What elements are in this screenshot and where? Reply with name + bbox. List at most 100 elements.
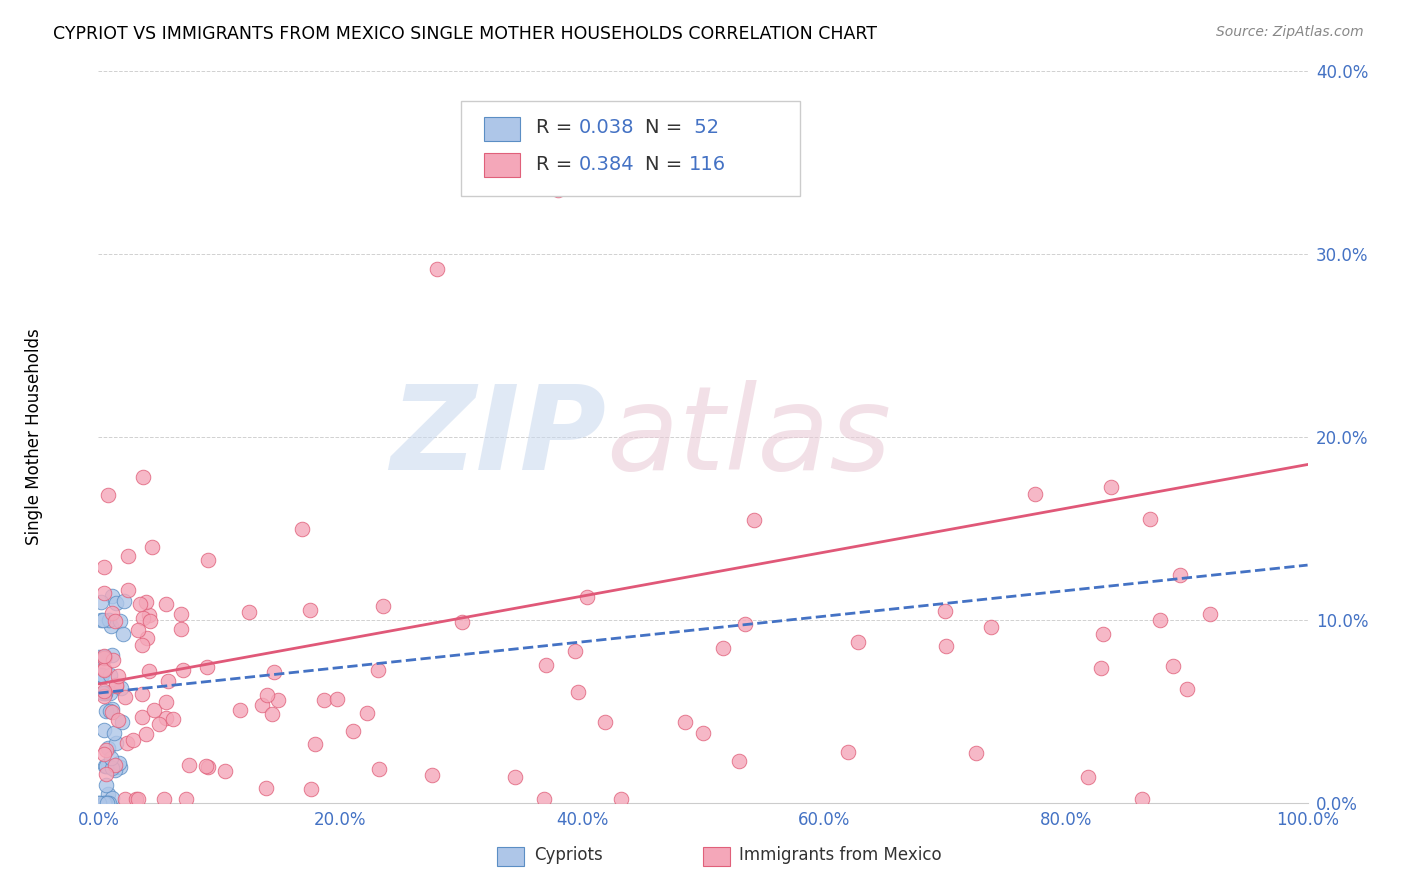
Point [135, 594, 157, 608]
Point [155, 695, 177, 709]
Point [100, 618, 122, 632]
Point [89, 649, 111, 664]
Point [117, 582, 139, 597]
Point [692, 726, 714, 740]
Point [138, 608, 160, 623]
Point [368, 762, 391, 776]
Point [93, 649, 115, 664]
Point [1199, 607, 1222, 621]
Point [104, 757, 127, 772]
Point [94, 796, 117, 810]
Point [90, 667, 112, 681]
Point [107, 756, 129, 770]
Point [451, 615, 474, 629]
Point [214, 764, 236, 778]
Point [195, 660, 218, 674]
Point [100, 702, 122, 716]
Point [547, 183, 569, 197]
Point [97, 488, 120, 502]
Point [610, 792, 633, 806]
Text: Cypriots: Cypriots [534, 847, 602, 864]
Point [129, 597, 152, 611]
Point [101, 607, 124, 621]
Point [104, 596, 127, 610]
Point [139, 614, 162, 628]
Point [1139, 511, 1161, 525]
Point [101, 653, 124, 667]
Point [89, 667, 111, 681]
Point [174, 792, 197, 806]
Point [314, 692, 336, 706]
FancyBboxPatch shape [498, 847, 524, 866]
Point [131, 687, 153, 701]
Point [93, 586, 115, 600]
Point [172, 664, 194, 678]
FancyBboxPatch shape [484, 117, 520, 141]
Point [169, 607, 191, 622]
Point [98, 796, 121, 810]
Point [934, 604, 956, 618]
Point [138, 664, 160, 678]
Point [89, 796, 111, 810]
Point [143, 703, 166, 717]
Point [131, 638, 153, 652]
Point [846, 635, 869, 649]
Point [94, 686, 117, 700]
Point [195, 759, 218, 773]
Point [93, 747, 115, 762]
Point [94, 759, 117, 773]
Point [197, 553, 219, 567]
Point [291, 523, 314, 537]
Point [426, 261, 449, 276]
Point [420, 767, 443, 781]
Point [567, 684, 589, 698]
Text: 116: 116 [689, 154, 725, 174]
Point [94, 759, 117, 773]
Point [110, 681, 132, 696]
Point [127, 792, 149, 806]
Point [94, 686, 117, 700]
Point [1092, 627, 1115, 641]
Point [263, 665, 285, 680]
Point [267, 692, 290, 706]
Text: CYPRIOT VS IMMIGRANTS FROM MEXICO SINGLE MOTHER HOUSEHOLDS CORRELATION CHART: CYPRIOT VS IMMIGRANTS FROM MEXICO SINGLE… [53, 25, 877, 43]
Point [534, 657, 557, 672]
Point [101, 648, 124, 663]
Point [101, 590, 124, 604]
Point [980, 620, 1002, 634]
Point [1168, 568, 1191, 582]
Point [170, 622, 193, 636]
Point [105, 678, 128, 692]
Text: N =: N = [645, 118, 689, 137]
Point [256, 688, 278, 702]
Point [1132, 792, 1154, 806]
Point [131, 710, 153, 724]
Point [127, 623, 149, 637]
Point [98, 667, 121, 681]
Point [1099, 480, 1122, 494]
Point [93, 690, 115, 704]
Point [299, 781, 322, 796]
Point [98, 705, 121, 719]
Point [595, 715, 617, 730]
Point [132, 611, 155, 625]
Point [97, 787, 120, 801]
Point [734, 617, 756, 632]
Point [564, 644, 586, 658]
Point [371, 599, 394, 613]
Point [97, 796, 120, 810]
Point [104, 736, 127, 750]
Point [238, 605, 260, 619]
Point [254, 781, 277, 796]
Point [342, 723, 364, 738]
Point [91, 649, 114, 664]
Point [98, 613, 121, 627]
Point [356, 706, 378, 721]
Point [260, 707, 283, 722]
Point [367, 663, 389, 677]
Point [141, 541, 163, 555]
Point [101, 761, 124, 775]
Point [93, 796, 115, 810]
Point [103, 726, 125, 740]
Point [965, 746, 987, 760]
